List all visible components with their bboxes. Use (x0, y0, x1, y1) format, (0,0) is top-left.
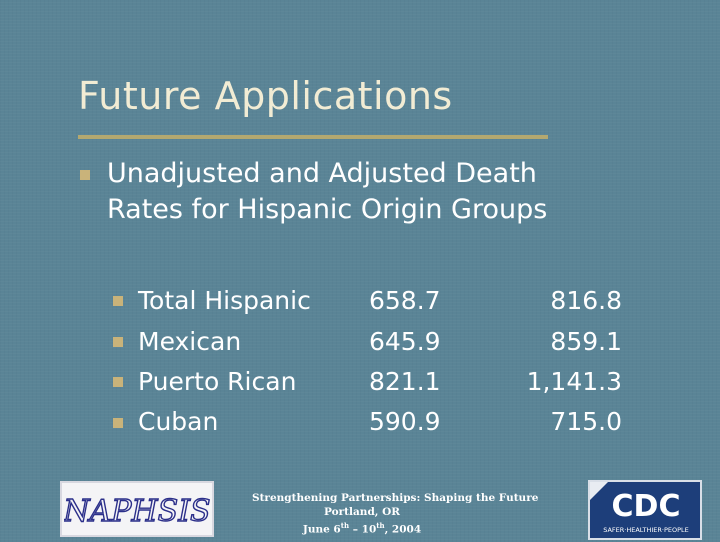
naphsis-logo-icon: NAPHSIS (64, 493, 210, 529)
row-adjusted-value: 859.1 (550, 327, 622, 356)
row-label: Mexican (138, 327, 242, 356)
row-adjusted-value: 816.8 (550, 286, 622, 315)
bullet-square-icon (113, 377, 123, 387)
bullet-square-icon (113, 296, 123, 306)
bullet-square-icon (80, 170, 90, 180)
naphsis-logo: NAPHSIS (60, 481, 214, 537)
row-label: Puerto Rican (138, 367, 297, 396)
row-label: Cuban (138, 407, 219, 436)
footer-date: June 6th – 10th, 2004 (302, 521, 422, 536)
slide-title: Future Applications (78, 74, 453, 118)
title-divider (78, 135, 548, 139)
cdc-logo: CDC SAFER·HEALTHIER·PEOPLE (588, 480, 702, 540)
footer-line2: Portland, OR (324, 506, 400, 518)
row-unadjusted-value: 821.1 (369, 367, 441, 396)
row-label: Total Hispanic (138, 286, 311, 315)
footer-line1: Strengthening Partnerships: Shaping the … (252, 492, 539, 504)
cdc-tagline: SAFER·HEALTHIER·PEOPLE (603, 526, 689, 534)
naphsis-logo-text: NAPHSIS (64, 494, 210, 529)
cdc-logo-text: CDC (612, 489, 681, 524)
row-unadjusted-value: 590.9 (369, 407, 441, 436)
main-bullet-line1: Unadjusted and Adjusted Death (107, 158, 537, 189)
row-unadjusted-value: 658.7 (369, 286, 441, 315)
main-bullet-line2: Rates for Hispanic Origin Groups (107, 194, 548, 225)
bullet-square-icon (113, 337, 123, 347)
cdc-logo-icon: CDC SAFER·HEALTHIER·PEOPLE (590, 482, 700, 538)
main-bullet: Unadjusted and Adjusted Death Rates for … (107, 156, 547, 228)
bullet-square-icon (113, 418, 123, 428)
row-unadjusted-value: 645.9 (369, 327, 441, 356)
row-adjusted-value: 715.0 (550, 407, 622, 436)
footer-conference: Strengthening Partnerships: Shaping the … (252, 491, 538, 537)
row-adjusted-value: 1,141.3 (526, 367, 622, 396)
